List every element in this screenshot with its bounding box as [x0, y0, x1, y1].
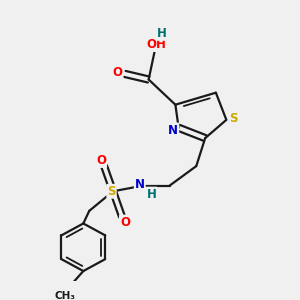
Text: H: H — [157, 27, 167, 40]
Text: O: O — [96, 154, 106, 167]
Text: N: N — [135, 178, 145, 191]
Text: O: O — [112, 66, 122, 79]
Text: OH: OH — [146, 38, 166, 51]
Text: N: N — [168, 124, 178, 136]
Text: CH₃: CH₃ — [55, 291, 76, 300]
Text: S: S — [107, 185, 116, 198]
Text: O: O — [120, 216, 130, 229]
Text: S: S — [229, 112, 237, 125]
Text: H: H — [147, 188, 157, 201]
